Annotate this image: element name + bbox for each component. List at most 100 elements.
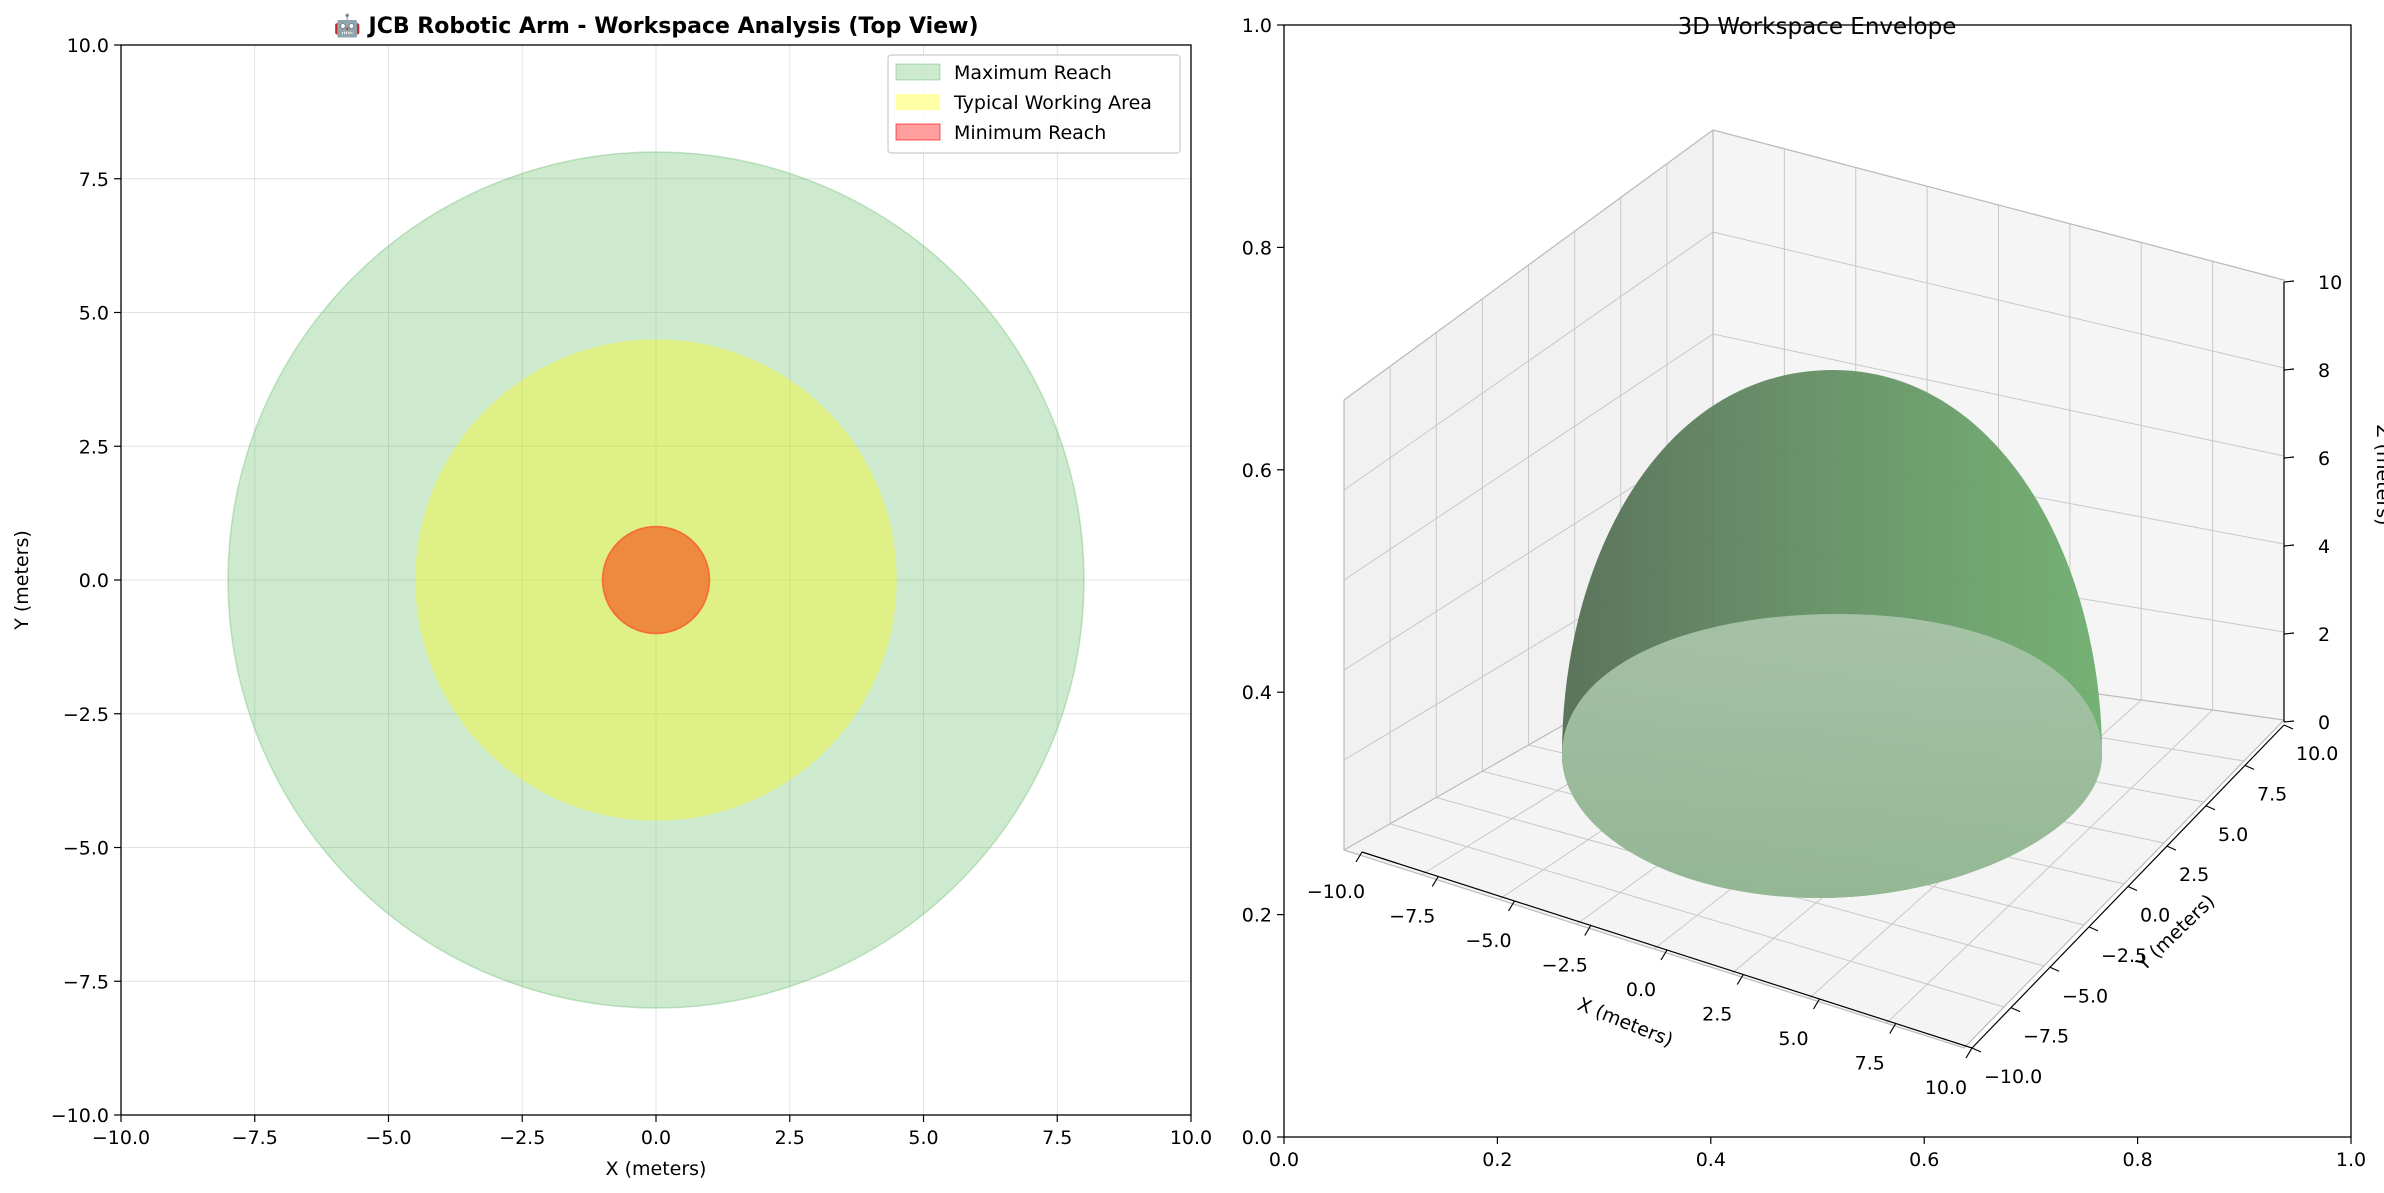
x-tick-label: 7.5	[1042, 1127, 1072, 1149]
3d-y-tick-label: 10.0	[2296, 743, 2338, 765]
dome-base	[1562, 614, 2102, 898]
3d-z-tick-label: 8	[2318, 360, 2330, 382]
3d-z-tick	[2283, 544, 2295, 547]
circle-minimum-reach	[601, 525, 711, 635]
3d-x-tick	[1965, 1047, 1973, 1059]
x-axis-label: X (meters)	[606, 1158, 707, 1180]
frame-y-tick-label: 0.8	[1242, 237, 1272, 259]
legend-swatch-minimum-reach	[895, 123, 941, 141]
y-tick-label: −2.5	[63, 704, 109, 726]
3d-z-tick	[2283, 368, 2295, 371]
3d-x-tick	[1660, 949, 1668, 961]
3d-x-tick-label: −2.5	[1542, 955, 1588, 977]
grid-line-3d	[1886, 709, 2213, 1024]
3d-y-tick	[2244, 764, 2255, 770]
y-tick-label: 0.0	[79, 570, 109, 592]
3d-y-tick-label: −5.0	[2062, 985, 2108, 1007]
3d-axes: −10.0 −7.5 −5.0 −2.5 0.0 2.5 5.0 7.5 10.0 −10.0 −7…	[1307, 272, 2342, 1099]
grid-line-3d	[1712, 333, 2285, 457]
x-tick-label: 0.0	[641, 1127, 671, 1149]
3d-z-tick-label: 2	[2318, 624, 2330, 646]
3d-y-tick	[2049, 966, 2060, 972]
3d-y-tick-label: −10.0	[1984, 1066, 2042, 1088]
3d-y-tick	[2088, 926, 2099, 932]
3d-z-tick	[2283, 632, 2295, 635]
x-tick-label: 10.0	[1170, 1127, 1212, 1149]
legend-label-maximum-reach: Maximum Reach	[954, 62, 1112, 84]
x-tick-label: −2.5	[499, 1127, 545, 1149]
3d-z-tick-label: 10	[2318, 272, 2342, 294]
frame-ticks: 0.0 0.2 0.4 0.6 0.8 1.0 0.0 0.2 0.4 0.6 0.8 1.0	[1242, 15, 2366, 1171]
y-tick-label: −7.5	[63, 971, 109, 993]
3d-y-tick	[2283, 724, 2294, 730]
3d-y-tick	[2205, 805, 2216, 811]
frame-x-tick-label: 1.0	[2336, 1149, 2366, 1171]
3d-x-tick-label: 10.0	[1925, 1077, 1967, 1099]
x-tick-label: 5.0	[908, 1127, 938, 1149]
3d-x-tick-label: −5.0	[1465, 930, 1511, 952]
3d-y-tick	[2010, 1007, 2021, 1013]
3d-x-tick-label: 0.0	[1626, 979, 1656, 1001]
3d-y-tick	[2127, 885, 2138, 892]
3d-y-tick-label: −7.5	[2023, 1026, 2069, 1048]
x-tick-label: −5.0	[365, 1127, 411, 1149]
legend: Maximum Reach Typical Working Area Minim…	[887, 54, 1181, 154]
y-tick-label: −10.0	[51, 1105, 109, 1127]
frame-y-tick-label: 1.0	[1242, 15, 1272, 37]
3d-x-tick	[1431, 876, 1439, 887]
frame-x-tick-label: 0.4	[1696, 1149, 1726, 1171]
3d-workspace-chart: −10.0 −7.5 −5.0 −2.5 0.0 2.5 5.0 7.5 10.0 −10.0 −7…	[1242, 14, 2384, 1171]
3d-y-tick-label: 0.0	[2140, 905, 2170, 927]
legend-label-typical-working-area: Typical Working Area	[953, 92, 1152, 114]
frame-y-tick-label: 0.4	[1242, 682, 1272, 704]
y-tick-label: 10.0	[67, 35, 109, 57]
legend-label-minimum-reach: Minimum Reach	[954, 122, 1106, 144]
3d-z-tick-label: 0	[2318, 712, 2330, 734]
3d-y-tick-label: 7.5	[2257, 783, 2287, 805]
3d-x-tick	[1355, 851, 1363, 863]
grid-line-3d	[1712, 231, 2285, 369]
3d-z-axis-label: Z (meters)	[2372, 425, 2384, 526]
3d-z-tick	[2283, 720, 2295, 723]
axis-ticks: −10.0−10.0 −7.5 −7.5 −5.0 −5.0 −2.5 −2.5 0.0 0.0…	[51, 35, 1212, 1149]
3d-z-tick	[2283, 280, 2295, 283]
x-tick-label: −7.5	[232, 1127, 278, 1149]
3d-z-tick	[2283, 456, 2295, 459]
chart-title: 🤖 JCB Robotic Arm - Workspace Analysis (…	[333, 13, 978, 39]
3d-x-tick-label: −7.5	[1389, 906, 1435, 928]
x-tick-label: 2.5	[775, 1127, 805, 1149]
3d-chart-title: 3D Workspace Envelope	[1678, 14, 1957, 40]
frame-y-tick-label: 0.6	[1242, 460, 1272, 482]
legend-swatch-maximum-reach	[895, 63, 941, 81]
y-tick-label: 2.5	[79, 436, 109, 458]
y-axis-label: Y (meters)	[11, 530, 33, 631]
frame-x-tick-label: 0.8	[2122, 1149, 2152, 1171]
3d-x-tick-label: 2.5	[1702, 1004, 1732, 1026]
3d-y-tick	[2166, 845, 2177, 851]
3d-x-tick	[1812, 998, 1821, 1010]
3d-x-tick	[1736, 974, 1744, 985]
grid-line-3d	[1343, 333, 1714, 581]
3d-y-tick-label: 2.5	[2179, 864, 2209, 886]
3d-y-tick	[1971, 1047, 1982, 1053]
3d-x-tick-label: −10.0	[1307, 881, 1365, 903]
y-tick-label: 5.0	[79, 303, 109, 325]
grid-line-3d	[1343, 231, 1714, 491]
3d-x-tick-label: 5.0	[1778, 1028, 1808, 1050]
legend-swatch-typical-working-area	[896, 94, 940, 110]
workspace-circles	[227, 151, 1085, 1009]
frame-y-tick-label: 0.2	[1242, 905, 1272, 927]
3d-x-tick	[1584, 925, 1592, 936]
3d-x-tick-label: 7.5	[1855, 1053, 1885, 1075]
frame-x-tick-label: 0.2	[1482, 1149, 1512, 1171]
y-tick-label: 7.5	[79, 169, 109, 191]
x-tick-label: −10.0	[92, 1127, 150, 1149]
frame-x-tick-label: 0.0	[1269, 1149, 1299, 1171]
hemisphere-surface	[1562, 370, 2102, 898]
3d-z-tick-label: 4	[2318, 536, 2330, 558]
frame-y-tick-label: 0.0	[1242, 1127, 1272, 1149]
3d-x-tick	[1889, 1023, 1897, 1034]
top-view-chart: −10.0−10.0 −7.5 −7.5 −5.0 −5.0 −2.5 −2.5 0.0 0.0…	[11, 13, 1212, 1180]
frame-x-tick-label: 0.6	[1909, 1149, 1939, 1171]
